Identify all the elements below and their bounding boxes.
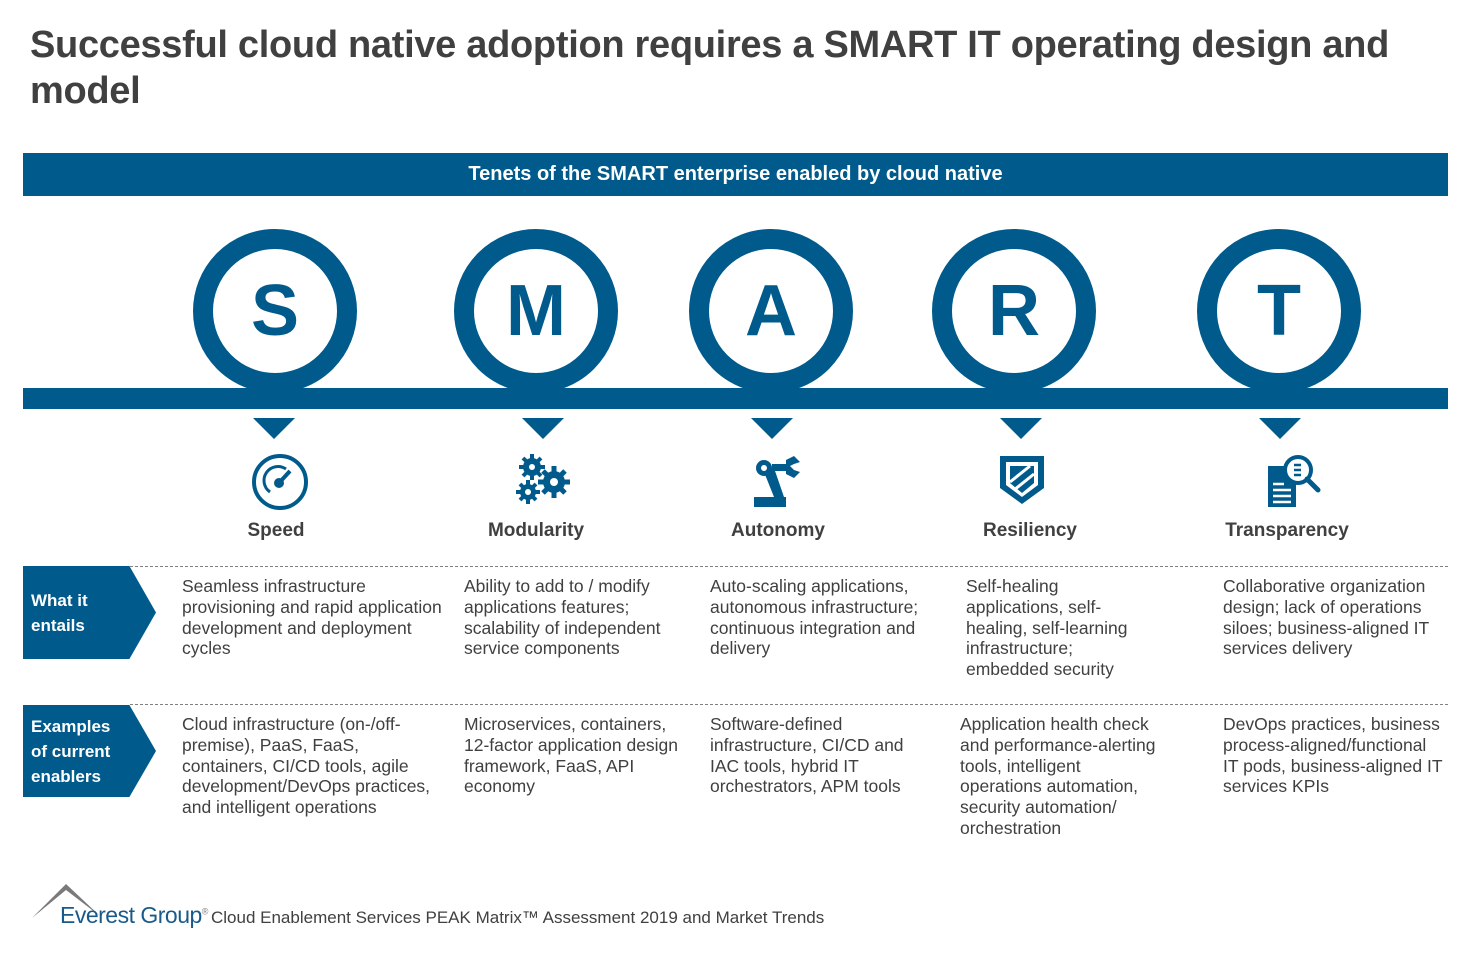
shield-icon xyxy=(1000,456,1044,504)
tenet-letter: A xyxy=(745,271,797,351)
pointer-arrow-icon xyxy=(522,418,564,439)
cell-speed-enablers: Cloud infrastructure (on-/off-premise), … xyxy=(182,714,431,818)
pointer-arrow-icon xyxy=(1000,418,1042,439)
tenet-name-speed: Speed xyxy=(247,520,305,541)
cell-transparency-entails: Collaborative organization design; lack … xyxy=(1223,576,1429,659)
cell-resiliency-enablers: Application health check and performance… xyxy=(960,714,1156,838)
tenet-ring-r: R xyxy=(932,229,1096,393)
tenet-ring-m: M xyxy=(454,229,618,393)
cell-modularity-enablers: Microservices, containers, 12-factor app… xyxy=(464,714,679,797)
brand-logo: Everest Group® xyxy=(60,902,208,929)
cell-speed-entails: Seamless infrastructure provisioning and… xyxy=(182,576,442,659)
footer-source: Cloud Enablement Services PEAK Matrix™ A… xyxy=(211,908,825,927)
brand-name: Everest Group xyxy=(60,902,202,928)
gears-icon xyxy=(516,454,570,504)
banner-text: Tenets of the SMART enterprise enabled b… xyxy=(468,163,1003,185)
document-search-icon xyxy=(1268,455,1321,507)
tenet-letter: S xyxy=(250,271,300,351)
tenet-name-autonomy: Autonomy xyxy=(731,520,825,541)
tenet-letter: T xyxy=(1257,271,1301,351)
row-label-entails: What it entails xyxy=(23,566,156,659)
pointer-arrow-icon xyxy=(1259,418,1301,439)
section-banner: Tenets of the SMART enterprise enabled b… xyxy=(23,153,1448,196)
row-label-text: What it entails xyxy=(31,590,88,635)
cell-autonomy-entails: Auto-scaling applications, autonomous in… xyxy=(710,576,919,659)
page-title: Successful cloud native adoption require… xyxy=(30,24,1389,112)
row-divider xyxy=(130,704,1448,705)
tenet-ring-t: T xyxy=(1197,229,1361,393)
robot-arm-icon xyxy=(754,456,800,507)
registered-mark: ® xyxy=(201,906,209,917)
row-label-enablers: Examples of current enablers xyxy=(23,705,156,797)
pointer-arrow-icon xyxy=(751,418,793,439)
cell-transparency-enablers: DevOps practices, business process-align… xyxy=(1223,714,1443,797)
tenet-ring-s: S xyxy=(193,229,357,393)
timeline-rail xyxy=(23,388,1448,409)
cell-autonomy-enablers: Software-defined infrastructure, CI/CD a… xyxy=(710,714,904,797)
cell-resiliency-entails: Self-healing applications, self-healing,… xyxy=(966,576,1128,680)
cell-modularity-entails: Ability to add to / modify applications … xyxy=(464,576,661,659)
row-divider xyxy=(130,566,1448,567)
tenet-name-transparency: Transparency xyxy=(1225,520,1349,541)
pointer-arrow-icon xyxy=(253,418,295,439)
speedometer-icon xyxy=(252,454,308,510)
tenet-name-resiliency: Resiliency xyxy=(983,520,1077,541)
tenet-name-modularity: Modularity xyxy=(487,520,585,541)
tenet-letter: R xyxy=(988,271,1040,351)
row-label-text: Examples of current enablers xyxy=(31,716,111,786)
tenet-ring-a: A xyxy=(689,229,853,393)
tenet-letter: M xyxy=(506,271,566,351)
